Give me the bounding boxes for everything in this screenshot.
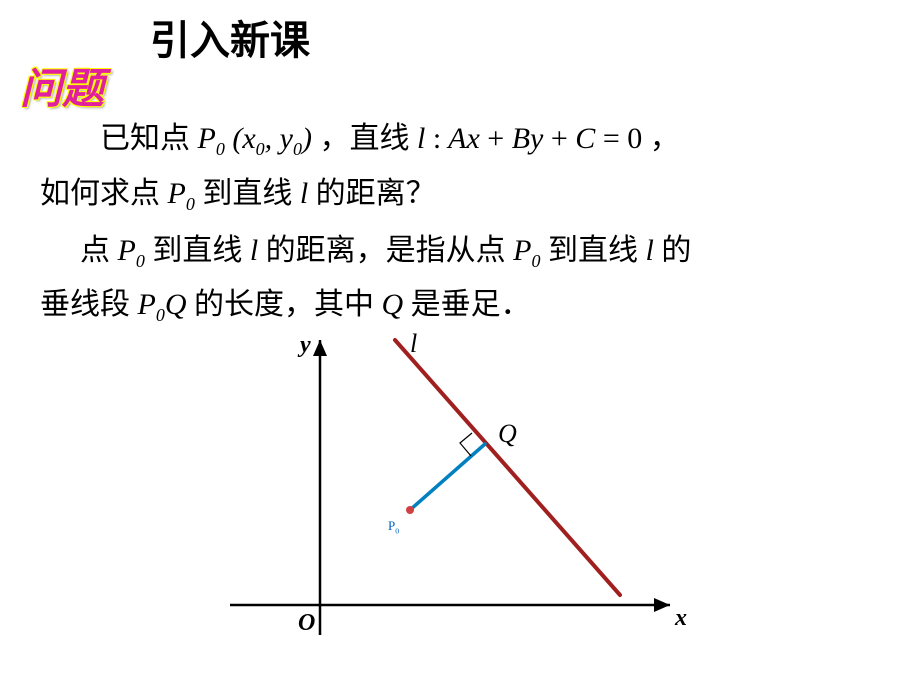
text-line-1: 已知点 P0 (x0, y0) ，直线 l : Ax + By + C = 0 … <box>100 116 680 163</box>
coordinate-diagram: x y Ol Q P0 <box>200 330 700 680</box>
math-q: Q <box>382 288 404 321</box>
math-p0: P0 <box>118 234 145 267</box>
text: 已知点 <box>100 122 198 155</box>
svg-text:y: y <box>297 332 311 358</box>
math-p0: P0 <box>168 177 195 210</box>
text-line-4: 垂线段 P0Q 的长度，其中 Q 是垂足． <box>40 282 531 329</box>
math-l: l <box>300 177 308 210</box>
text-line-2: 如何求点 P0 到直线 l 的距离？ <box>40 171 436 218</box>
subtitle-problem: 问题 <box>20 55 104 116</box>
math-coords: (x0, y0) <box>232 122 312 155</box>
text: ， <box>650 122 680 155</box>
math-p0: P0 <box>513 234 540 267</box>
text: ，直线 <box>319 122 417 155</box>
text: 的 <box>661 234 691 267</box>
svg-text:Q: Q <box>498 419 517 448</box>
text: 的距离，是指从点 <box>266 234 514 267</box>
math-l: l <box>250 234 258 267</box>
text: 是垂足． <box>411 288 531 321</box>
svg-text:O: O <box>298 610 315 636</box>
text: 的长度，其中 <box>194 288 382 321</box>
section-title: 引入新课 <box>150 8 310 66</box>
text: 点 <box>80 234 110 267</box>
text: 的距离？ <box>316 177 436 210</box>
svg-text:P0: P0 <box>388 518 399 535</box>
text: 垂线段 <box>40 288 130 321</box>
math-line-eq: l : Ax + By + C = 0 <box>417 122 650 155</box>
math-p0: P0 <box>198 122 225 155</box>
svg-text:x: x <box>674 605 687 631</box>
text: 到直线 <box>152 234 250 267</box>
text-line-3: 点 P0 到直线 l 的距离，是指从点 P0 到直线 l 的 <box>80 228 691 275</box>
text: 到直线 <box>202 177 300 210</box>
math-p0q: P0Q <box>138 288 187 321</box>
math-l: l <box>646 234 654 267</box>
svg-text:l: l <box>410 330 417 358</box>
text: 如何求点 <box>40 177 168 210</box>
text: 到直线 <box>548 234 646 267</box>
